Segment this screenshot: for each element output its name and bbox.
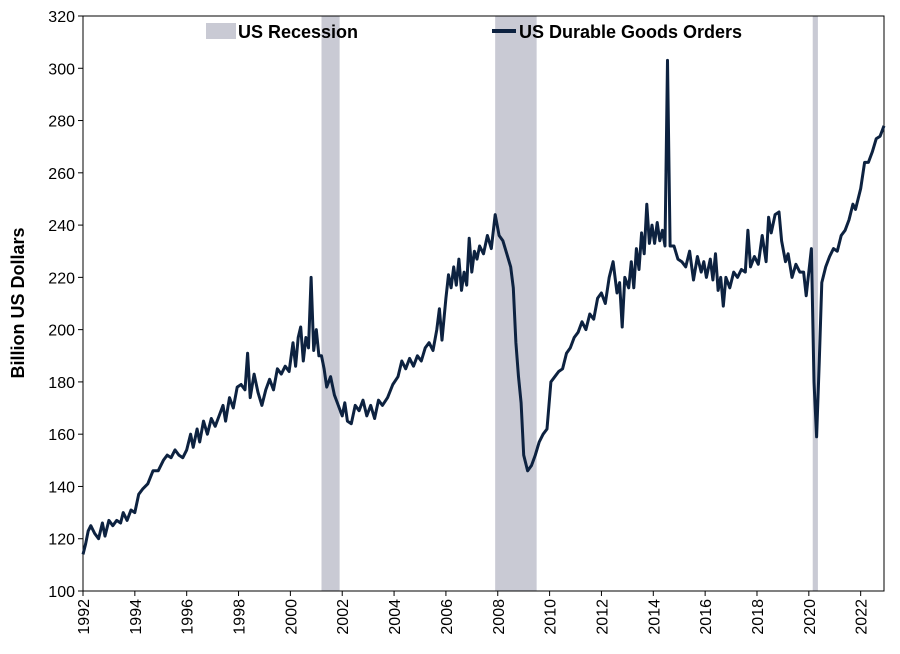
legend: US Recession US Durable Goods Orders <box>206 22 742 42</box>
y-axis: 100 120 140 160 180 200 220 240 260 280 300 320 <box>48 9 83 601</box>
y-tick-label: 240 <box>48 218 75 235</box>
x-tick-label: 2022 <box>854 599 871 635</box>
legend-recession-label: US Recession <box>238 22 358 42</box>
x-tick-label: 2006 <box>439 599 456 635</box>
y-tick-label: 200 <box>48 323 75 340</box>
y-tick-label: 160 <box>48 427 75 444</box>
series-line-durable-goods-orders <box>81 58 886 555</box>
y-axis-title: Billion US Dollars <box>8 227 28 378</box>
x-tick-label: 2018 <box>750 599 767 635</box>
y-tick-label: 320 <box>48 9 75 26</box>
y-tick-label: 280 <box>48 114 75 131</box>
recession-band-3 <box>812 16 818 591</box>
plot-frame <box>82 15 885 592</box>
x-tick-label: 2000 <box>283 599 300 635</box>
y-tick-label: 260 <box>48 166 75 183</box>
x-tick-label: 1994 <box>128 599 145 635</box>
y-tick-label: 120 <box>48 532 75 549</box>
x-tick-label: 2020 <box>802 599 819 635</box>
x-tick-label: 2008 <box>491 599 508 635</box>
x-tick-label: 1998 <box>232 599 249 635</box>
recession-bands <box>321 16 818 591</box>
y-tick-label: 220 <box>48 270 75 287</box>
legend-durable-goods-label: US Durable Goods Orders <box>519 22 742 42</box>
y-tick-label: 140 <box>48 479 75 496</box>
y-tick-label: 180 <box>48 375 75 392</box>
x-tick-label: 2002 <box>335 599 352 635</box>
legend-recession-swatch <box>206 23 236 39</box>
x-tick-label: 2016 <box>698 599 715 635</box>
x-tick-label: 2014 <box>646 599 663 635</box>
recession-band-2 <box>495 16 537 591</box>
x-tick-label: 1996 <box>180 599 197 635</box>
x-tick-label: 2004 <box>387 599 404 635</box>
y-tick-label: 300 <box>48 61 75 78</box>
x-tick-label: 2010 <box>543 599 560 635</box>
series-layer <box>81 58 886 555</box>
recession-band-1 <box>321 16 340 591</box>
x-tick-label: 1992 <box>76 599 93 635</box>
x-axis: 1992 1994 1996 1998 2000 2002 2004 2006 2008 2010… <box>76 591 871 635</box>
x-tick-label: 2012 <box>594 599 611 635</box>
y-tick-label: 100 <box>48 584 75 601</box>
